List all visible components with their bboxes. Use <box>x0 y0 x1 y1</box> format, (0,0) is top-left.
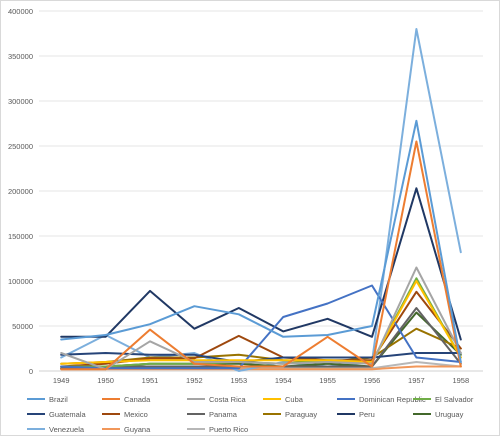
series-line-peru <box>60 187 462 341</box>
y-tick-label: 300000 <box>8 97 33 106</box>
legend-item: Cuba <box>263 395 304 404</box>
x-tick-label: 1950 <box>97 376 114 385</box>
x-tick-label: 1957 <box>408 376 425 385</box>
y-tick-label: 100000 <box>8 277 33 286</box>
x-tick-label: 1953 <box>230 376 247 385</box>
legend: Brazil Canada Costa Rica Cuba Dominican Repu… <box>27 395 474 434</box>
y-tick-label: 50000 <box>12 322 33 331</box>
legend-label: Paraguay <box>285 410 317 419</box>
legend-label: Brazil <box>49 395 68 404</box>
legend-label: Canada <box>124 395 151 404</box>
legend-item: Uruguay <box>413 410 464 419</box>
legend-label: Guatemala <box>49 410 87 419</box>
legend-label: Peru <box>359 410 375 419</box>
legend-item: Brazil <box>27 395 68 404</box>
x-tick-label: 1949 <box>53 376 70 385</box>
legend-item: Panama <box>187 410 238 419</box>
legend-item: Peru <box>337 410 375 419</box>
legend-label: Puerto Rico <box>209 425 248 434</box>
x-tick-label: 1951 <box>142 376 159 385</box>
y-axis-ticks: 0 50000 100000 150000 200000 250000 300000 3500… <box>8 7 33 376</box>
x-tick-label: 1954 <box>275 376 292 385</box>
x-tick-label: 1958 <box>452 376 469 385</box>
x-tick-label: 1952 <box>186 376 203 385</box>
legend-item: El Salvador <box>413 395 474 404</box>
gridlines <box>39 10 483 327</box>
legend-label: Costa Rica <box>209 395 247 404</box>
series-line-paraguay <box>60 327 462 365</box>
legend-item: Dominican Republic <box>337 395 426 404</box>
y-tick-label: 150000 <box>8 232 33 241</box>
legend-item: Costa Rica <box>187 395 247 404</box>
y-tick-label: 250000 <box>8 142 33 151</box>
legend-item: Paraguay <box>263 410 317 419</box>
series-line-canada <box>60 140 462 371</box>
series-line-cuba <box>60 280 462 365</box>
legend-item: Guyana <box>102 425 151 434</box>
legend-label: Dominican Republic <box>359 395 426 404</box>
legend-label: Cuba <box>285 395 304 404</box>
y-tick-label: 400000 <box>8 7 33 16</box>
legend-item: Canada <box>102 395 151 404</box>
legend-item: Puerto Rico <box>187 425 248 434</box>
x-tick-label: 1955 <box>319 376 336 385</box>
x-axis-ticks: 1949 1950 1951 1952 1953 1954 1955 1956 1957 1958 <box>53 376 469 385</box>
legend-item: Mexico <box>102 410 148 419</box>
legend-item: Guatemala <box>27 410 87 419</box>
legend-label: El Salvador <box>435 395 474 404</box>
y-tick-label: 200000 <box>8 187 33 196</box>
legend-label: Guyana <box>124 425 151 434</box>
legend-label: Venezuela <box>49 425 85 434</box>
legend-label: Uruguay <box>435 410 464 419</box>
series-line-brazil <box>60 119 462 363</box>
legend-label: Mexico <box>124 410 148 419</box>
y-tick-label: 0 <box>29 367 33 376</box>
x-tick-label: 1956 <box>364 376 381 385</box>
series-line-costa-rica <box>60 266 462 371</box>
legend-item: Venezuela <box>27 425 85 434</box>
y-tick-label: 350000 <box>8 52 33 61</box>
series-lines <box>60 28 462 372</box>
legend-label: Panama <box>209 410 238 419</box>
